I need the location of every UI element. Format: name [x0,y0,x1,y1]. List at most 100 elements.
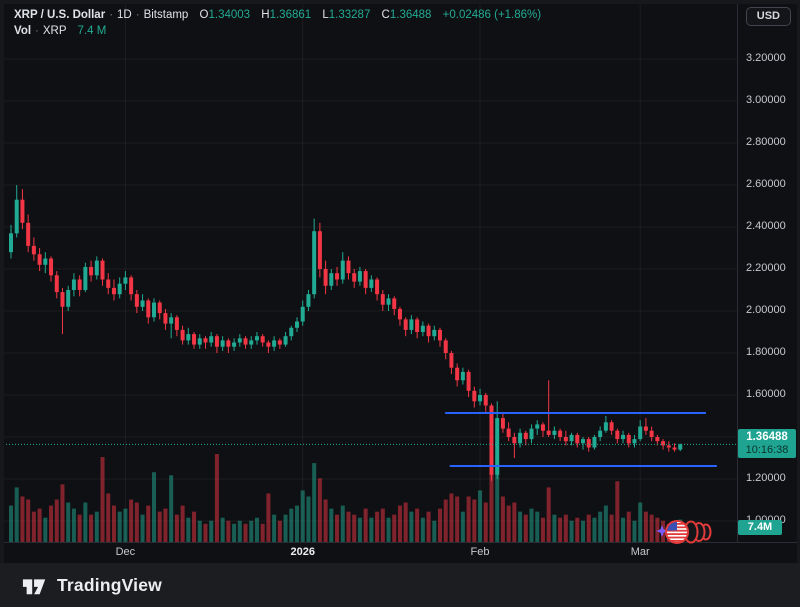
candle [295,317,299,332]
candle [552,426,557,440]
candle [455,363,460,387]
candle [237,334,242,347]
low-value: 1.33287 [328,9,371,21]
grid-layer [4,4,737,542]
candle [243,336,248,349]
candle [575,432,580,448]
candle [540,422,545,437]
candle [157,300,162,320]
bottom-toolbar: TradingView [0,563,800,607]
candle [397,306,402,326]
interval-label[interactable]: 1D [117,9,132,21]
volume-symbol: XRP [42,25,67,37]
price-tick-label: 2.40000 [746,220,786,232]
volume-study-label[interactable]: Vol [14,25,32,37]
price-tick-label: 3.00000 [746,94,786,106]
candle [369,275,374,293]
symbol-legend[interactable]: XRP / U.S. Dollar · 1D · Bitstamp O1.34003 H… [14,8,541,39]
candle [592,434,597,450]
candle [214,334,219,353]
candle [209,332,214,347]
candle [626,432,631,448]
candle [54,271,59,299]
candle [483,392,488,412]
high-key: H [261,9,270,21]
brand-name: TradingView [57,574,162,595]
current-price-value: 1.36488 [746,431,788,444]
volume-axis-label: 7.4M [738,519,782,535]
candle [220,336,225,351]
candle [254,332,259,345]
candle [49,256,54,282]
candle [146,298,151,324]
symbol-name[interactable]: XRP / U.S. Dollar [14,9,106,21]
candle [420,321,425,337]
change-value: +0.02486 (+1.86%) [442,9,542,21]
candle [672,443,677,452]
frame-top [0,0,800,4]
price-axis-separator [737,4,738,542]
time-tick-label: Feb [470,546,490,558]
candle [678,443,683,452]
candle [129,275,134,301]
candle [346,256,351,280]
candle [569,432,574,446]
us-flag-roll-sticker[interactable] [656,518,716,546]
currency-unit-button[interactable]: USD [745,7,791,26]
us-flag-face [666,521,688,543]
candle [306,290,311,311]
candle [529,424,534,444]
price-tick-label: 2.20000 [746,262,786,274]
price-tick-label: 1.20000 [746,472,786,484]
close-value: 1.36488 [389,9,432,21]
price-tick-label: 2.60000 [746,178,786,190]
candle [117,277,122,299]
candle [335,266,340,286]
candle [174,315,179,337]
candle [609,420,614,435]
candle [603,416,608,433]
price-tick-label: 2.00000 [746,304,786,316]
candle [60,287,65,335]
candle [71,273,76,297]
candle [466,369,471,398]
candle [621,430,626,444]
time-scale[interactable]: Dec 2026 Feb Mar [0,543,737,563]
candle [432,325,437,341]
candles-layer [9,185,683,482]
candle [380,290,385,311]
time-axis-separator [0,542,800,543]
chart-pane[interactable] [0,0,737,542]
frame-right [797,0,800,563]
open-key: O [199,9,209,21]
candle [66,285,71,311]
candle [163,308,168,330]
candle [26,214,31,253]
candle [558,428,563,442]
candle [312,218,317,299]
candle [375,277,380,301]
flag-border [665,520,689,544]
open-value: 1.34003 [208,9,251,21]
candle [363,269,368,295]
candle [500,413,505,433]
candle [535,420,540,435]
candle [203,336,208,349]
candle [300,300,305,326]
price-scale[interactable]: 1.36488 10:16:38 7.4M 3.20000 3.00000 2.80… [738,4,796,542]
candle [111,279,116,301]
candle [403,317,408,337]
candle [31,237,36,261]
high-value: 1.36861 [269,9,312,21]
frame-left [0,0,4,563]
candle [77,275,82,297]
candle [266,340,271,353]
candle [123,271,128,290]
candle [489,403,494,482]
candle [152,298,156,322]
tradingview-logo[interactable]: TradingView [22,574,162,596]
candle [89,260,94,282]
candle [518,428,523,448]
candle [232,338,237,351]
